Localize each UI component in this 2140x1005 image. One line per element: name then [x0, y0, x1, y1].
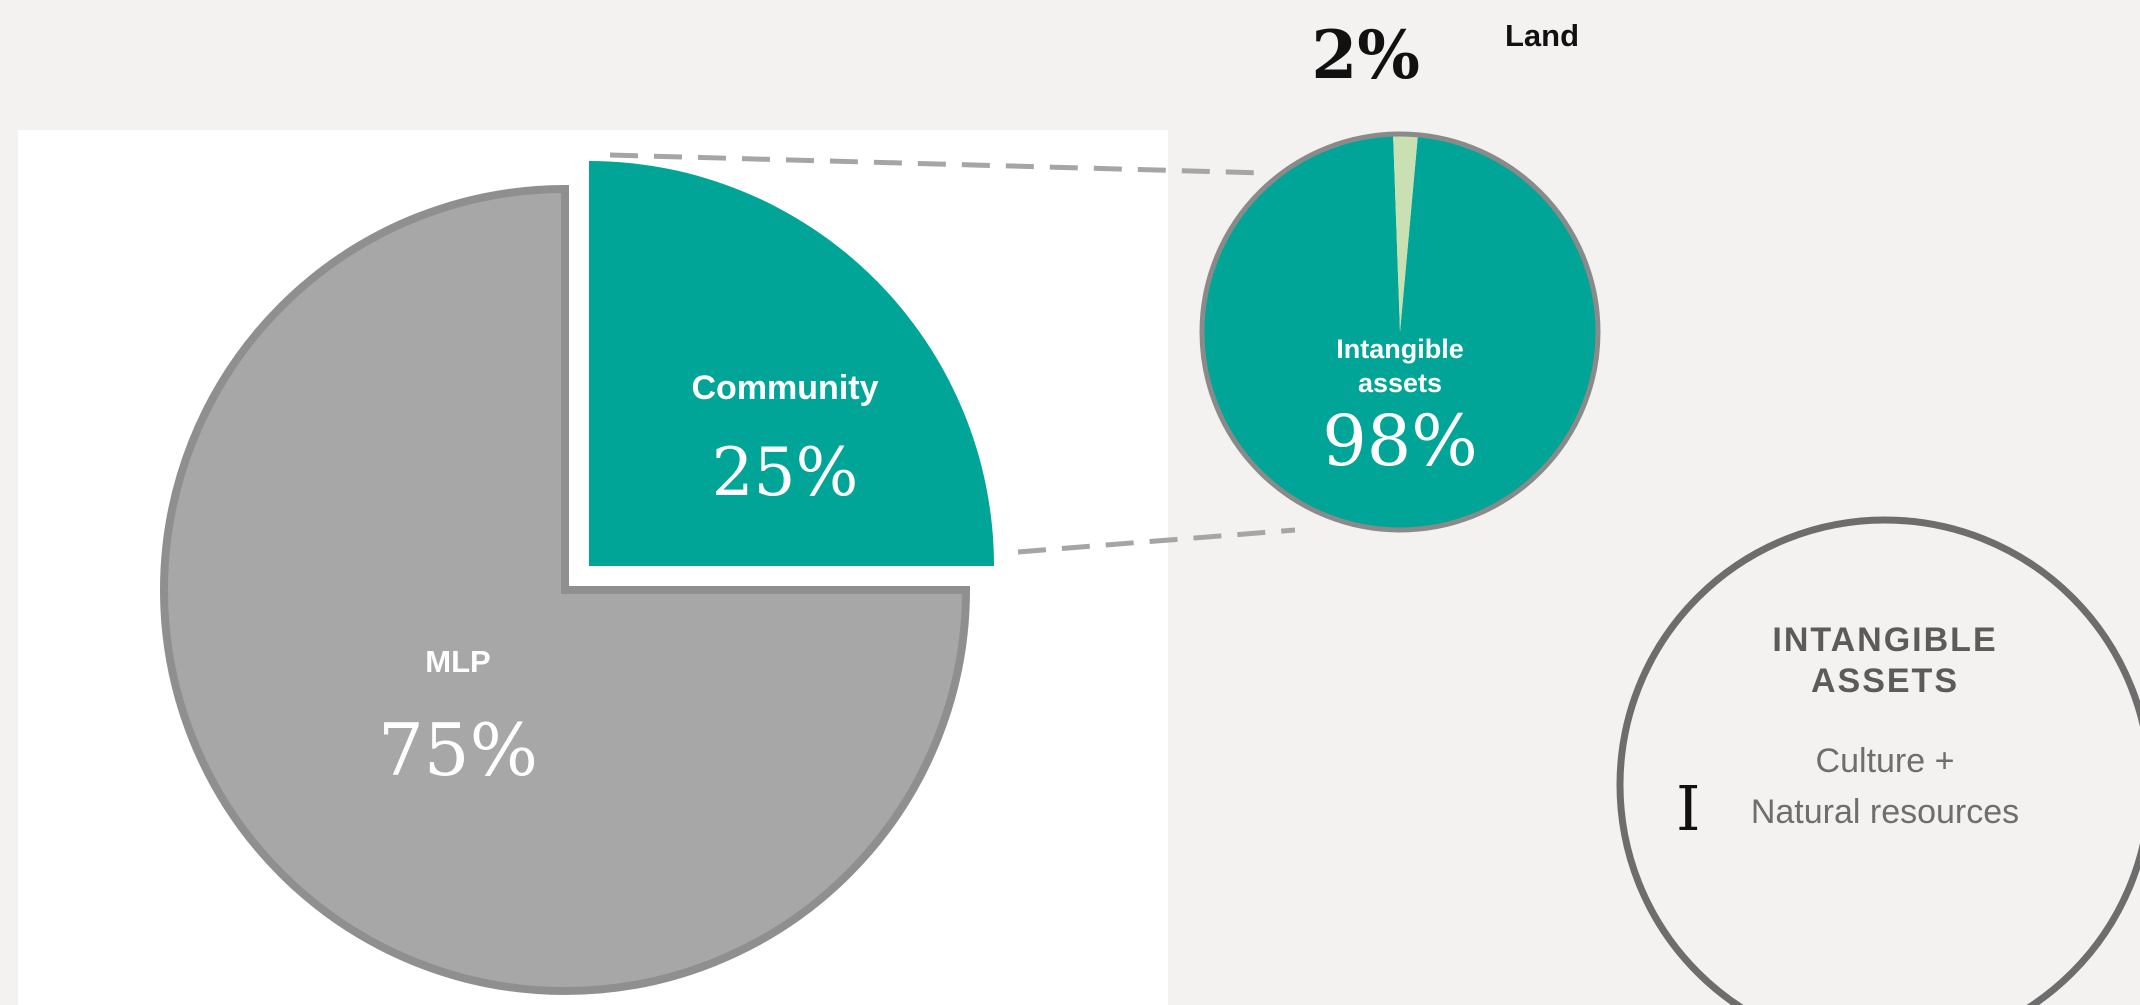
slice-label-mlp: MLP — [425, 644, 490, 679]
pie-slice-intangible-assets — [1204, 136, 1597, 529]
slice-label-land: Land — [1505, 18, 1579, 53]
callout-circle: INTANGIBLE ASSETS Culture + Natural reso… — [1616, 516, 2140, 1005]
pie-slice-mlp — [160, 184, 971, 995]
main-pie: Community 25% MLP 75% — [160, 161, 994, 995]
callout-title-line1: INTANGIBLE — [1772, 621, 1997, 659]
slice-value-intangible: 98% — [1322, 400, 1478, 482]
slice-label-intangible-line1: Intangible — [1336, 334, 1464, 364]
callout-title-line2: ASSETS — [1811, 662, 1959, 700]
secondary-pie-outline — [1199, 131, 1601, 533]
callout-ring — [1616, 516, 2140, 1005]
callout-body-line2: Natural resources — [1751, 793, 2019, 831]
slice-value-mlp: 75% — [378, 708, 538, 792]
secondary-pie: Intangible assets 98% 2% Land — [1199, 16, 1601, 533]
pie-slice-community — [589, 161, 994, 566]
slice-label-community: Community — [692, 369, 879, 407]
callout-body-line1: Culture + — [1816, 742, 1955, 780]
connector-line-top — [609, 152, 1266, 176]
connector-line-bottom — [1017, 527, 1296, 555]
pie-slice-land — [1393, 136, 1418, 332]
slice-label-intangible-line2: assets — [1358, 368, 1442, 398]
slice-value-land: 2% — [1311, 16, 1420, 94]
slice-value-community: 25% — [712, 434, 859, 511]
text-cursor-icon: I — [1676, 772, 1701, 845]
